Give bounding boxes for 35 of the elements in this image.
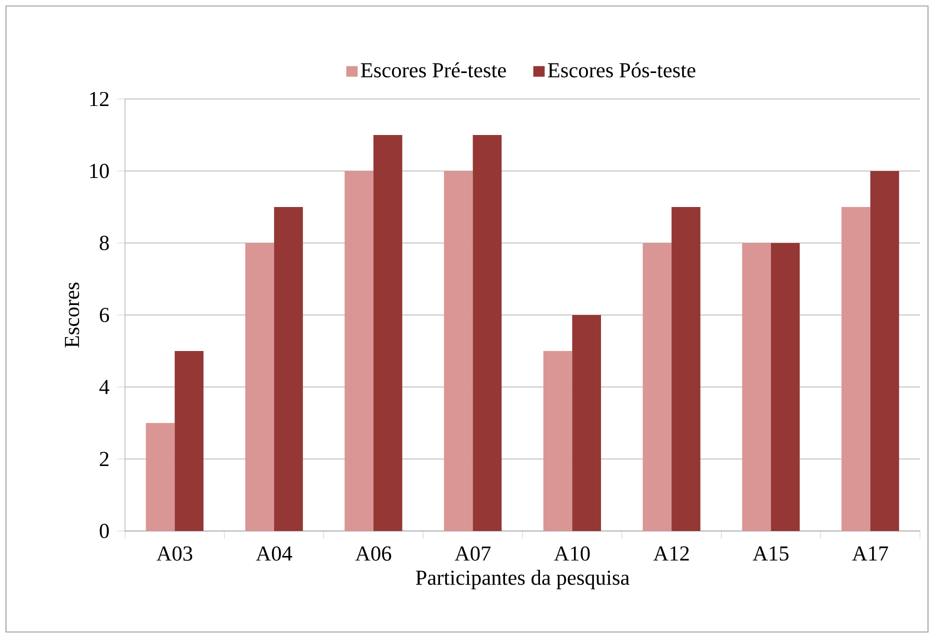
bar bbox=[344, 170, 374, 531]
bar bbox=[373, 134, 402, 531]
bar bbox=[672, 206, 700, 531]
y-tick-label: 10 bbox=[90, 164, 109, 178]
y-tick-label: 4 bbox=[99, 380, 110, 394]
legend-label: Escores Pré-teste bbox=[360, 62, 506, 78]
x-tick-label: A17 bbox=[852, 546, 888, 560]
bar bbox=[245, 242, 274, 531]
bar bbox=[742, 242, 771, 531]
x-tick-label: A15 bbox=[752, 546, 788, 561]
y-tick-label: 12 bbox=[90, 92, 108, 106]
x-tick-label: A07 bbox=[454, 546, 491, 561]
y-tick-label: 2 bbox=[100, 452, 108, 466]
bar bbox=[444, 170, 473, 531]
x-tick-label: A10 bbox=[554, 546, 590, 561]
bar bbox=[870, 170, 900, 531]
y-tick-label: 6 bbox=[100, 308, 110, 322]
bar bbox=[841, 206, 870, 531]
x-tick-label: A06 bbox=[355, 546, 392, 561]
x-tick-label: A04 bbox=[256, 546, 292, 561]
y-axis-title: Escores bbox=[64, 282, 80, 348]
bar bbox=[174, 350, 204, 531]
bar bbox=[472, 134, 502, 531]
y-tick-label: 8 bbox=[100, 236, 109, 250]
legend-label: Escores Pós-teste bbox=[548, 62, 696, 78]
bar bbox=[572, 314, 602, 531]
bar bbox=[274, 206, 303, 531]
x-tick-label: A03 bbox=[156, 546, 192, 561]
x-tick-label: A12 bbox=[653, 546, 689, 560]
y-tick-label: 0 bbox=[100, 524, 109, 538]
bar bbox=[146, 422, 175, 531]
bar bbox=[543, 350, 572, 531]
bar bbox=[642, 242, 672, 531]
x-axis-title: Participantes da pesquisa bbox=[416, 570, 630, 590]
bar bbox=[770, 242, 800, 531]
